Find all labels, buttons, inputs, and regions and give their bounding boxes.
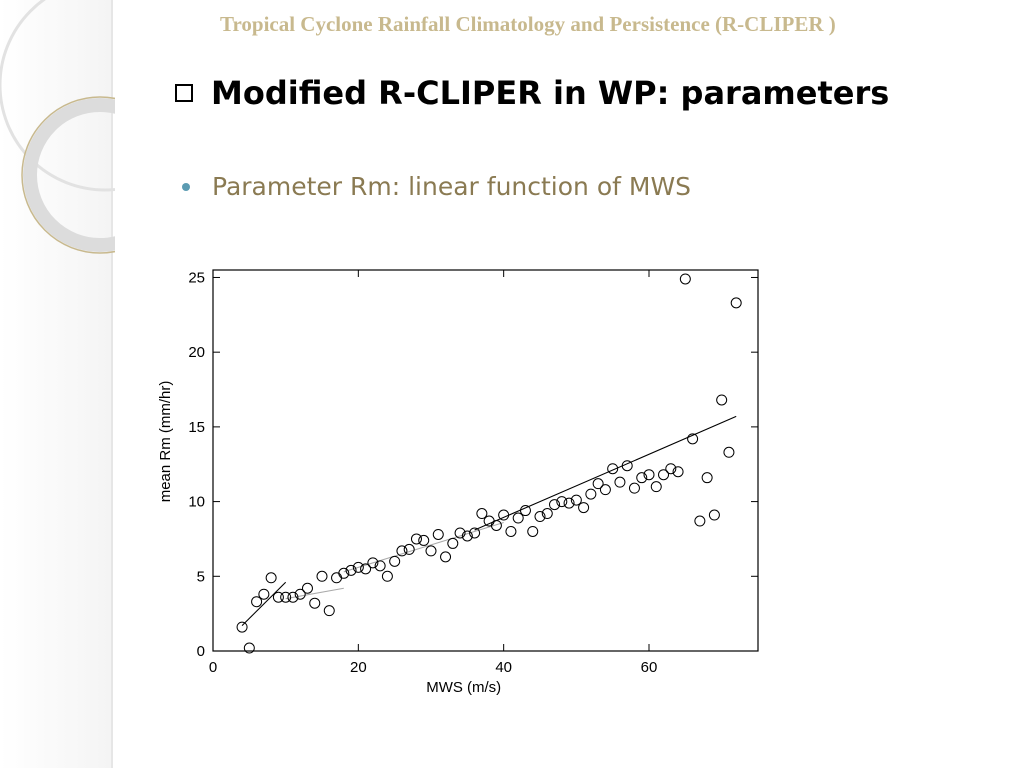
data-point xyxy=(309,597,321,609)
data-point xyxy=(614,476,626,488)
data-point xyxy=(694,515,706,527)
data-point xyxy=(505,525,517,537)
data-point xyxy=(585,488,597,500)
data-point xyxy=(483,515,495,527)
x-tick-label: 0 xyxy=(209,659,217,676)
x-tick-label: 40 xyxy=(495,659,512,676)
data-point xyxy=(323,605,335,617)
slide-title: Modified R-CLIPER in WP: parameters xyxy=(175,74,889,112)
data-point xyxy=(374,560,386,572)
x-tick-label: 60 xyxy=(641,659,658,676)
decorative-rings xyxy=(0,0,115,768)
plot-frame xyxy=(212,269,759,652)
y-tick-label: 5 xyxy=(197,568,205,585)
presentation-header: Tropical Cyclone Rainfall Climatology an… xyxy=(220,12,836,36)
data-point xyxy=(534,511,546,523)
data-point xyxy=(454,527,466,539)
data-point xyxy=(265,572,277,584)
data-point xyxy=(301,582,313,594)
y-tick-label: 10 xyxy=(188,494,205,511)
data-point xyxy=(331,572,343,584)
data-point xyxy=(599,484,611,496)
data-point xyxy=(389,555,401,567)
data-point xyxy=(345,564,357,576)
data-point xyxy=(316,570,328,582)
data-point xyxy=(236,621,248,633)
data-point xyxy=(447,537,459,549)
data-point xyxy=(469,527,481,539)
data-point xyxy=(476,508,488,520)
data-point xyxy=(425,545,437,557)
fit-line xyxy=(474,415,737,531)
data-point xyxy=(381,570,393,582)
data-point xyxy=(549,499,561,511)
data-point xyxy=(650,481,662,493)
data-point xyxy=(396,545,408,557)
data-point xyxy=(592,478,604,490)
data-point xyxy=(628,482,640,494)
data-point xyxy=(679,273,691,285)
data-point xyxy=(527,525,539,537)
square-bullet-icon xyxy=(175,84,193,102)
data-point xyxy=(280,591,292,603)
data-point xyxy=(287,591,299,603)
y-tick-label: 0 xyxy=(197,643,205,660)
data-point xyxy=(519,505,531,517)
data-point xyxy=(490,519,502,531)
bullet-text: Parameter Rm: linear function of MWS xyxy=(212,172,692,201)
data-point xyxy=(621,460,633,472)
data-point xyxy=(563,497,575,509)
data-point xyxy=(360,563,372,575)
y-axis-label: mean Rm (mm/hr) xyxy=(157,381,174,503)
data-point xyxy=(512,512,524,524)
data-point xyxy=(643,469,655,481)
data-point xyxy=(367,557,379,569)
data-point xyxy=(636,472,648,484)
bullet-point: Parameter Rm: linear function of MWS xyxy=(182,172,691,201)
data-point xyxy=(498,509,510,521)
data-point xyxy=(665,463,677,475)
data-point xyxy=(243,642,255,654)
data-point xyxy=(687,433,699,445)
data-point xyxy=(730,297,742,309)
data-point xyxy=(701,472,713,484)
scatter-chart: 0 20 40 60 0 5 10 15 20 25 MWS (m/s) mean Rm (mm/hr… xyxy=(157,269,759,696)
data-point xyxy=(410,533,422,545)
x-axis-label: MWS (m/s) xyxy=(426,679,501,696)
data-point xyxy=(570,494,582,506)
data-point xyxy=(403,543,415,555)
data-point xyxy=(272,591,284,603)
data-point xyxy=(338,567,350,579)
y-tick-label: 15 xyxy=(188,419,205,436)
data-point xyxy=(708,509,720,521)
data-point xyxy=(578,502,590,514)
data-point xyxy=(418,534,430,546)
fit-line xyxy=(285,587,344,600)
data-point xyxy=(672,466,684,478)
data-point xyxy=(461,530,473,542)
fit-line xyxy=(241,581,287,626)
data-point xyxy=(251,596,263,608)
data-point xyxy=(658,469,670,481)
data-point xyxy=(723,446,735,458)
data-point xyxy=(352,561,364,573)
data-point xyxy=(607,463,619,475)
data-point xyxy=(716,394,728,406)
fit-line xyxy=(343,521,504,573)
data-point xyxy=(440,551,452,563)
data-point xyxy=(432,528,444,540)
slide-title-text: Modified R-CLIPER in WP: parameters xyxy=(211,74,890,112)
bullet-dot-icon xyxy=(182,182,190,191)
data-point xyxy=(294,588,306,600)
x-tick-label: 20 xyxy=(350,659,367,676)
y-tick-label: 20 xyxy=(188,344,205,361)
data-point xyxy=(541,508,553,520)
y-tick-label: 25 xyxy=(188,269,205,286)
data-point xyxy=(258,588,270,600)
data-point xyxy=(556,496,568,508)
